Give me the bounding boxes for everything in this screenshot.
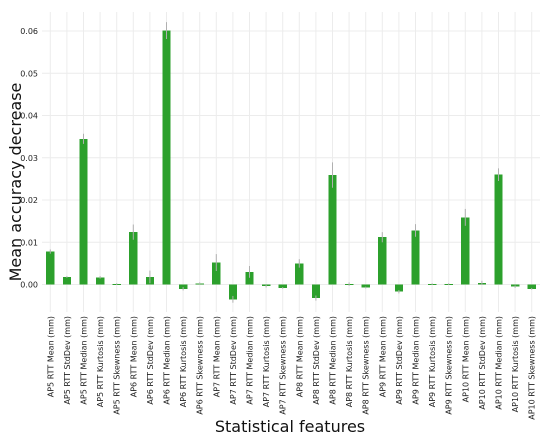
y-tick-label: 0.01	[20, 238, 38, 247]
x-tick-label: AP7 RTT StdDev (mm)	[229, 316, 238, 405]
bar	[311, 284, 321, 299]
y-tick-label: 0.04	[20, 112, 38, 121]
bar	[129, 232, 138, 285]
x-tick-label: AP8 RTT Mean (mm)	[295, 316, 304, 397]
bar	[245, 271, 254, 285]
x-axis-ticks: AP5 RTT Mean (mm) AP5 RTT StdDev (mm) AP5 …	[46, 316, 536, 420]
bar	[394, 284, 404, 292]
x-tick-label: AP10 RTT Kurtosis (mm)	[511, 316, 520, 412]
y-tick-label: 0.00	[20, 281, 38, 290]
x-tick-label: AP7 RTT Mean (mm)	[212, 316, 221, 397]
x-tick-label: AP5 RTT Skewness (mm)	[113, 316, 122, 415]
plot-area	[42, 12, 540, 312]
bar	[178, 284, 188, 289]
x-tick-label: AP5 RTT StdDev (mm)	[63, 316, 72, 405]
x-tick-label: AP8 RTT Skewness (mm)	[362, 316, 371, 415]
bar	[461, 217, 470, 285]
x-tick-label: AP9 RTT Median (mm)	[412, 316, 421, 405]
x-tick-label: AP10 RTT Median (mm)	[495, 316, 504, 410]
x-tick-label: AP9 RTT Skewness (mm)	[445, 316, 454, 415]
x-tick-label: AP5 RTT Median (mm)	[80, 316, 89, 405]
x-tick-label: AP5 RTT Mean (mm)	[46, 316, 55, 397]
x-tick-label: AP6 RTT Median (mm)	[163, 316, 172, 405]
bar	[378, 237, 387, 285]
x-tick-label: AP9 RTT StdDev (mm)	[395, 316, 404, 405]
bar	[79, 138, 88, 285]
bars	[46, 22, 536, 303]
bar	[278, 284, 287, 288]
x-tick-label: AP6 RTT Mean (mm)	[129, 316, 138, 397]
bar	[95, 277, 105, 285]
x-tick-label: AP8 RTT Kurtosis (mm)	[345, 316, 354, 407]
x-tick-label: AP7 RTT Median (mm)	[246, 316, 255, 405]
x-tick-label: AP9 RTT Kurtosis (mm)	[428, 316, 437, 407]
x-tick-label: AP10 RTT Mean (mm)	[461, 316, 470, 402]
bar	[361, 284, 370, 288]
x-tick-label: AP6 RTT Kurtosis (mm)	[179, 316, 188, 407]
y-tick-label: 0.03	[20, 154, 38, 163]
x-tick-label: AP8 RTT Median (mm)	[329, 316, 338, 405]
bar	[527, 284, 536, 289]
x-axis-label: Statistical features	[215, 417, 365, 436]
x-tick-label: AP7 RTT Skewness (mm)	[279, 316, 288, 415]
y-axis-label: Mean accuracy decrease	[6, 83, 25, 282]
y-axis-ticks: 0.00 0.01 0.02 0.03 0.04 0.05 0.06	[20, 27, 38, 290]
bar	[62, 276, 72, 285]
x-tick-label: AP8 RTT StdDev (mm)	[312, 316, 321, 405]
bar	[494, 174, 503, 285]
x-tick-label: AP7 RTT Kurtosis (mm)	[262, 316, 271, 407]
bar	[328, 175, 337, 285]
y-tick-label: 0.05	[20, 69, 38, 78]
x-tick-label: AP9 RTT Mean (mm)	[378, 316, 387, 397]
bar	[162, 30, 171, 285]
bar	[212, 262, 221, 285]
x-tick-label: AP6 RTT StdDev (mm)	[146, 316, 155, 405]
bar	[228, 284, 238, 300]
y-tick-label: 0.06	[20, 27, 38, 36]
x-tick-label: AP5 RTT Kurtosis (mm)	[96, 316, 105, 407]
bar	[411, 230, 420, 285]
x-tick-label: AP10 RTT Skewness (mm)	[528, 316, 537, 420]
x-tick-label: AP6 RTT Skewness (mm)	[196, 316, 205, 415]
x-tick-label: AP10 RTT StdDev (mm)	[478, 316, 487, 410]
bar	[46, 251, 55, 285]
bar	[295, 263, 304, 285]
y-tick-label: 0.02	[20, 196, 38, 205]
